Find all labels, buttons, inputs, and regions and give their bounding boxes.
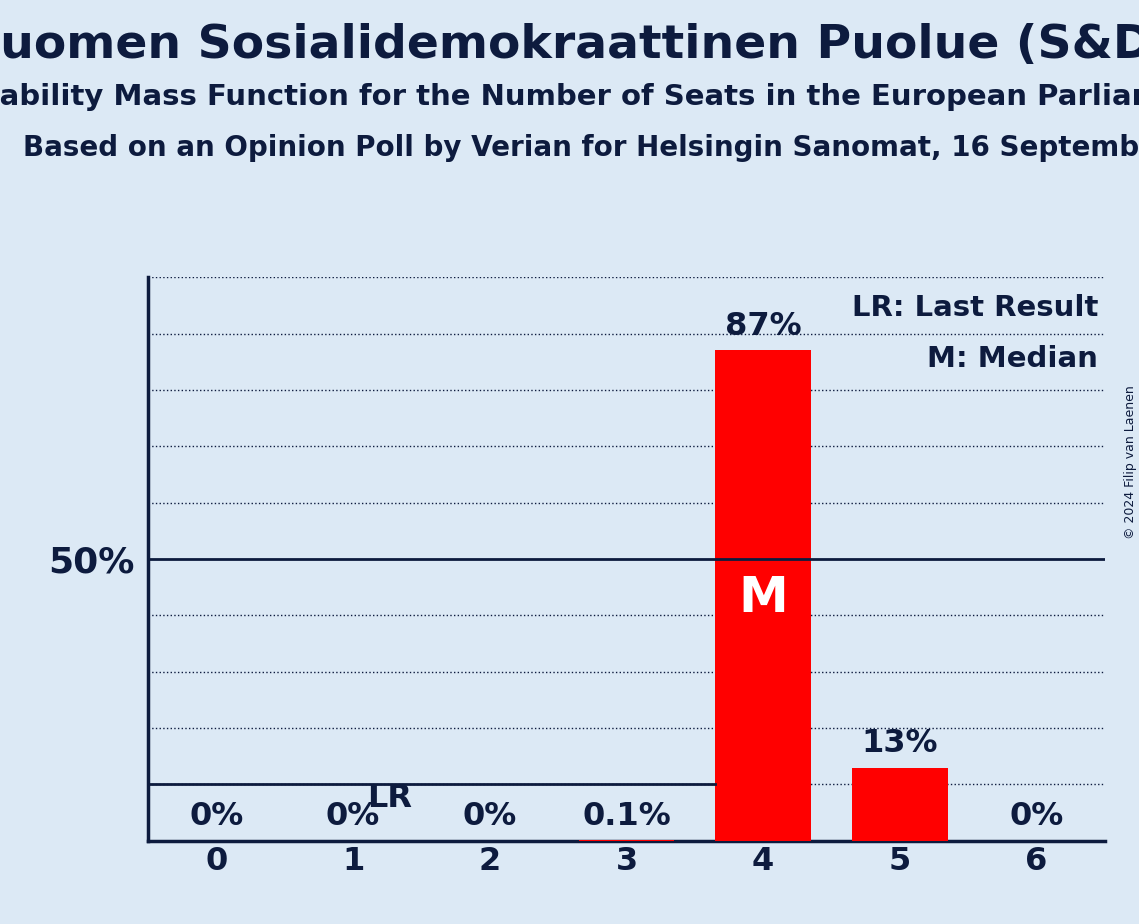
Text: M: M: [738, 575, 788, 623]
Text: 87%: 87%: [724, 311, 802, 342]
Bar: [715, 350, 811, 841]
Text: LR: Last Result: LR: Last Result: [852, 294, 1098, 322]
Text: Probability Mass Function for the Number of Seats in the European Parliament: Probability Mass Function for the Number…: [0, 83, 1139, 111]
Text: © 2024 Filip van Laenen: © 2024 Filip van Laenen: [1124, 385, 1137, 539]
Text: 0%: 0%: [189, 801, 244, 833]
Text: 0%: 0%: [462, 801, 517, 833]
Text: Based on an Opinion Poll by Verian for Helsingin Sanomat, 16 September–11 Octobe: Based on an Opinion Poll by Verian for H…: [23, 134, 1139, 162]
Text: M: Median: M: Median: [927, 345, 1098, 373]
Text: 0%: 0%: [326, 801, 380, 833]
Text: 13%: 13%: [861, 728, 939, 760]
Bar: [852, 768, 948, 841]
Text: LR: LR: [367, 783, 412, 814]
Text: Suomen Sosialidemokraattinen Puolue (S&D): Suomen Sosialidemokraattinen Puolue (S&D…: [0, 23, 1139, 68]
Text: 0%: 0%: [1009, 801, 1064, 833]
Text: 0.1%: 0.1%: [582, 801, 671, 832]
